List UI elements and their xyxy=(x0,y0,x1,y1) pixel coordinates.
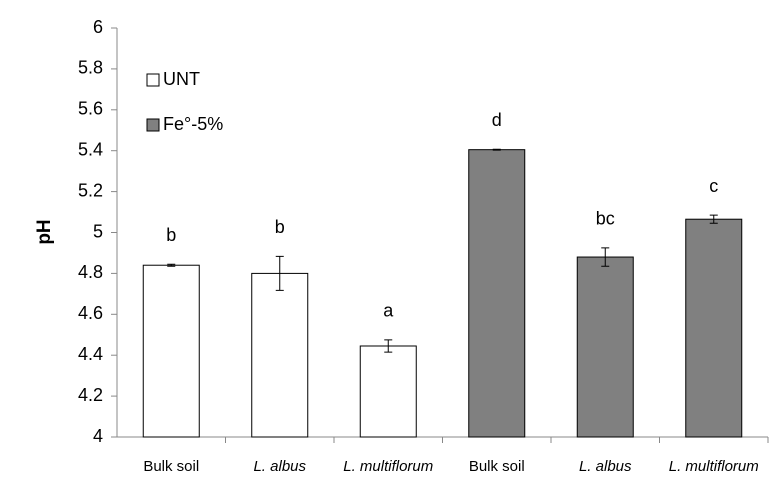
bar xyxy=(468,149,526,438)
y-tick-label: 4.4 xyxy=(78,344,103,364)
x-tick-label: L. multiflorum xyxy=(669,458,759,475)
y-tick-label: 5.6 xyxy=(78,99,103,119)
x-tick-label: L. multiflorum xyxy=(343,458,433,475)
bar xyxy=(576,256,634,438)
significance-letter: b xyxy=(275,217,285,237)
y-axis-label: pH xyxy=(34,219,55,244)
significance-letter: a xyxy=(383,301,394,321)
bar xyxy=(142,264,200,438)
x-tick-label: Bulk soil xyxy=(143,458,199,475)
legend-label: Fe°-5% xyxy=(163,114,223,134)
bar xyxy=(359,345,417,438)
significance-letter: bc xyxy=(596,209,615,229)
bar xyxy=(685,218,743,438)
x-tick-label: Bulk soil xyxy=(469,458,525,475)
significance-letter: d xyxy=(492,110,502,130)
y-tick-label: 5.8 xyxy=(78,58,103,78)
error-bar xyxy=(275,255,284,291)
error-bar xyxy=(601,247,610,267)
y-tick-label: 4.6 xyxy=(78,303,103,323)
legend-label: UNT xyxy=(163,69,200,89)
y-tick-label: 6 xyxy=(93,17,103,37)
legend-swatch xyxy=(146,73,160,87)
y-tick-label: 4.8 xyxy=(78,262,103,282)
x-tick-label: L. albus xyxy=(579,458,632,475)
legend-swatch xyxy=(146,118,160,132)
error-bar xyxy=(492,148,501,151)
significance-letter: c xyxy=(709,176,718,196)
x-tick-label: L. albus xyxy=(253,458,306,475)
y-tick-label: 5.2 xyxy=(78,180,103,200)
y-tick-label: 4 xyxy=(93,426,103,446)
error-bar xyxy=(167,263,176,267)
y-tick-label: 4.2 xyxy=(78,385,103,405)
significance-letter: b xyxy=(166,225,176,245)
y-tick-label: 5 xyxy=(93,221,103,241)
error-bar xyxy=(384,339,393,353)
bar xyxy=(251,272,309,438)
error-bar xyxy=(709,214,718,224)
y-tick-label: 5.4 xyxy=(78,139,103,159)
